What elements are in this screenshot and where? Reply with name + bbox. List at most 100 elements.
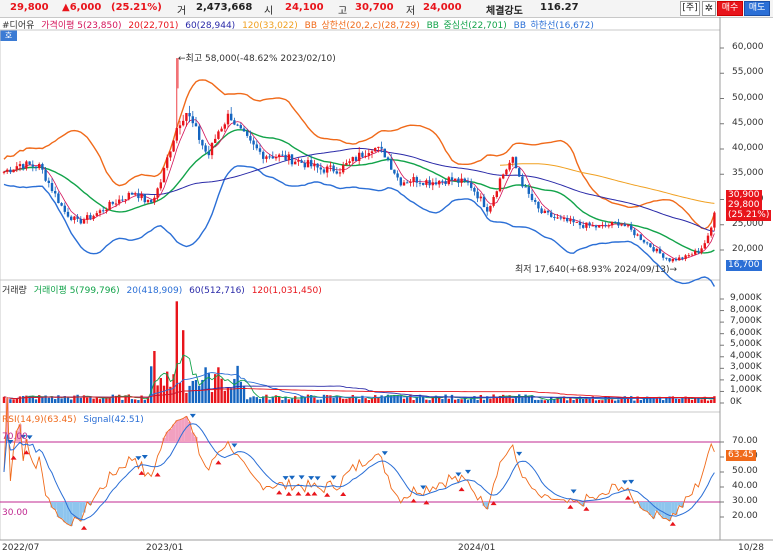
- volume-bar: [313, 397, 316, 403]
- candle-body: [310, 160, 313, 167]
- candle-body: [22, 164, 25, 169]
- candle-body: [556, 217, 559, 219]
- volume-bar: [684, 396, 687, 403]
- volume-bar: [399, 395, 402, 403]
- candle-body: [438, 180, 441, 185]
- volume-bar: [646, 396, 649, 403]
- candle-body: [402, 182, 406, 186]
- legend-bb-mid: BB_중심선(22,701): [426, 21, 507, 31]
- volume-bar: [137, 400, 140, 403]
- candle-body: [620, 224, 623, 226]
- candle-body: [604, 224, 607, 226]
- candle-body: [441, 180, 444, 182]
- volume-bar: [98, 399, 102, 403]
- candle-body: [393, 169, 396, 174]
- candle-body: [105, 209, 108, 212]
- rsi-oversold-fill: [642, 502, 646, 511]
- volume-bar: [290, 398, 294, 403]
- rsi-buy-arrow-icon: [311, 491, 318, 496]
- volume-bar: [178, 383, 182, 403]
- candle-body: [95, 213, 98, 216]
- volume-bar: [444, 394, 447, 403]
- candle-body: [642, 239, 646, 243]
- rsi-sell-arrow-icon: [189, 413, 196, 418]
- candle-body: [492, 196, 495, 206]
- volume-bar: [9, 399, 12, 403]
- candle-body: [265, 156, 268, 159]
- candle-body: [633, 229, 636, 236]
- volume-bar: [105, 397, 108, 403]
- volume-bar: [111, 394, 114, 403]
- volume-bar: [492, 394, 495, 403]
- rsi-overbought-fill: [162, 437, 166, 442]
- open-value: 24,100: [285, 2, 324, 13]
- volume-bar: [153, 351, 156, 403]
- volume-bar: [41, 397, 44, 403]
- candle-body: [60, 203, 63, 206]
- candle-body: [425, 180, 428, 185]
- rsi-level-high-label: 70.00: [2, 432, 28, 442]
- settings-button[interactable]: ✲: [702, 1, 716, 16]
- candle-body: [246, 131, 249, 136]
- candle-body: [681, 257, 684, 259]
- candle-body: [553, 216, 556, 218]
- rsi-oversold-fill: [69, 502, 73, 526]
- candle-body: [498, 178, 502, 192]
- rsi-oversold-fill: [658, 502, 662, 515]
- legend-bb-lower: BB_하한선(16,672): [513, 21, 594, 31]
- volume-bar: [233, 378, 236, 403]
- volume-bar: [345, 398, 348, 403]
- rsi-sell-arrow-icon: [7, 439, 14, 444]
- price-tick-2: 50,000: [732, 92, 764, 103]
- volume-bar: [63, 396, 66, 403]
- rsi-sell-arrow-icon: [621, 480, 628, 485]
- candle-body: [214, 138, 217, 144]
- rsi-oversold-fill: [82, 502, 86, 513]
- candle-body: [239, 125, 242, 129]
- candle-body: [162, 167, 166, 183]
- candle-body: [252, 140, 255, 145]
- low-label: 저: [406, 6, 416, 17]
- candle-body: [431, 182, 434, 186]
- volume-bar: [271, 396, 274, 403]
- rsi-overbought-fill: [165, 431, 169, 442]
- volume-bar: [326, 395, 329, 403]
- rsi-buy-arrow-icon: [138, 470, 145, 475]
- stock-type-button[interactable]: [주]: [680, 1, 700, 16]
- candle-body: [476, 191, 479, 199]
- rsi-overbought-fill: [168, 428, 172, 442]
- candle-body: [34, 166, 38, 169]
- candle-body: [210, 143, 214, 156]
- volume-bar: [476, 399, 479, 403]
- volume-bar: [15, 398, 18, 403]
- candle-body: [684, 255, 687, 259]
- candle-body: [54, 191, 57, 194]
- candle-body: [175, 128, 178, 141]
- volume-bar: [674, 398, 678, 403]
- candle-body: [374, 147, 377, 152]
- rsi-tag: 63.45: [726, 450, 756, 461]
- volume-bar: [470, 398, 473, 403]
- rsi-overbought-fill: [15, 430, 19, 442]
- volume-bar: [623, 396, 626, 403]
- sell-button[interactable]: 매도: [744, 1, 770, 16]
- rsi-oversold-fill: [485, 502, 489, 510]
- volume-bar: [601, 400, 604, 403]
- rsi-oversold-fill: [581, 502, 585, 507]
- volume-bar: [495, 397, 498, 403]
- volume-bar: [649, 397, 652, 403]
- volume-bar: [678, 398, 681, 403]
- candle-body: [678, 257, 681, 261]
- legend-bb-upper: BB_상한선(20,2,c)(28,729): [304, 21, 420, 31]
- legend-rsi: RSI(14,9)(63.45): [2, 415, 77, 425]
- rsi-oversold-fill: [639, 502, 643, 508]
- volume-bar: [409, 394, 412, 403]
- buy-button[interactable]: 매수: [717, 1, 743, 16]
- rsi-overbought-fill: [172, 424, 176, 442]
- candle-body: [316, 163, 319, 168]
- panel-corner-badge[interactable]: 호: [0, 30, 17, 41]
- candle-body: [636, 234, 639, 236]
- rsi-buy-arrow-icon: [81, 525, 87, 530]
- volume-tick-2: 7,000K: [730, 316, 762, 327]
